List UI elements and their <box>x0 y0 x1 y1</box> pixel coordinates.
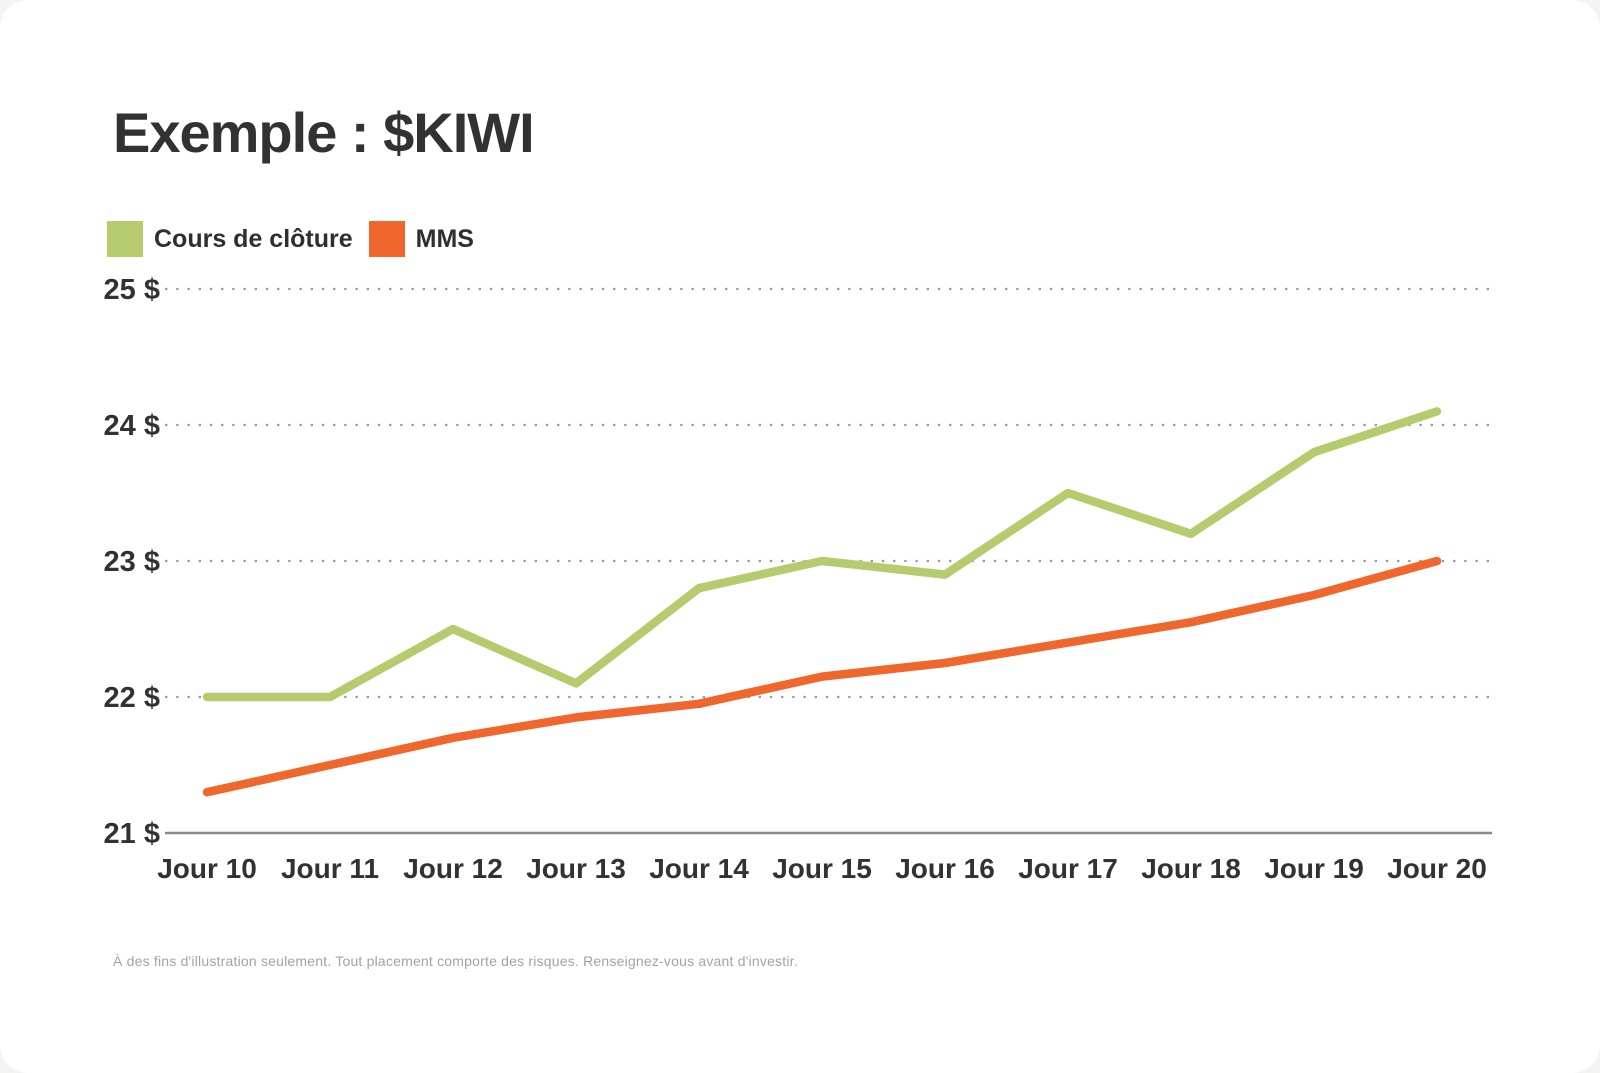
mms-line <box>202 556 1442 797</box>
mms-series-swatch <box>368 221 405 257</box>
x-axis-tick-label: Jour 16 <box>895 853 995 884</box>
legend-item-close: Cours de clôture <box>107 221 353 257</box>
legend-label-close: Cours de clôture <box>154 224 353 253</box>
chart-title: Exemple : $KIWI <box>113 101 535 164</box>
x-axis-tick-label: Jour 12 <box>403 853 503 884</box>
x-axis-tick-label: Jour 15 <box>772 853 872 884</box>
x-axis-tick-label: Jour 13 <box>526 853 626 884</box>
x-axis-tick-label: Jour 17 <box>1018 853 1118 884</box>
x-axis-tick-label: Jour 18 <box>1141 853 1241 884</box>
x-axis-tick-label: Jour 14 <box>649 853 749 884</box>
x-axis-tick-label: Jour 10 <box>157 853 257 884</box>
x-axis-tick-label: Jour 19 <box>1264 853 1364 884</box>
y-axis-tick-label: 23 $ <box>104 546 160 578</box>
legend: Cours de clôture MMS <box>107 221 474 257</box>
x-axis-tick-label: Jour 11 <box>281 853 379 884</box>
close-price-line <box>202 407 1442 702</box>
legend-item-mms: MMS <box>368 221 474 257</box>
y-axis-tick-label: 25 $ <box>104 274 160 306</box>
y-axis-tick-label: 24 $ <box>104 410 160 442</box>
y-axis-tick-label: 22 $ <box>104 682 160 714</box>
y-axis-tick-label: 21 $ <box>104 818 160 850</box>
disclaimer-text: À des fins d'illustration seulement. Tou… <box>113 953 798 969</box>
legend-label-mms: MMS <box>415 224 474 253</box>
x-axis-tick-label: Jour 20 <box>1387 853 1487 884</box>
close-series-swatch <box>107 221 143 257</box>
